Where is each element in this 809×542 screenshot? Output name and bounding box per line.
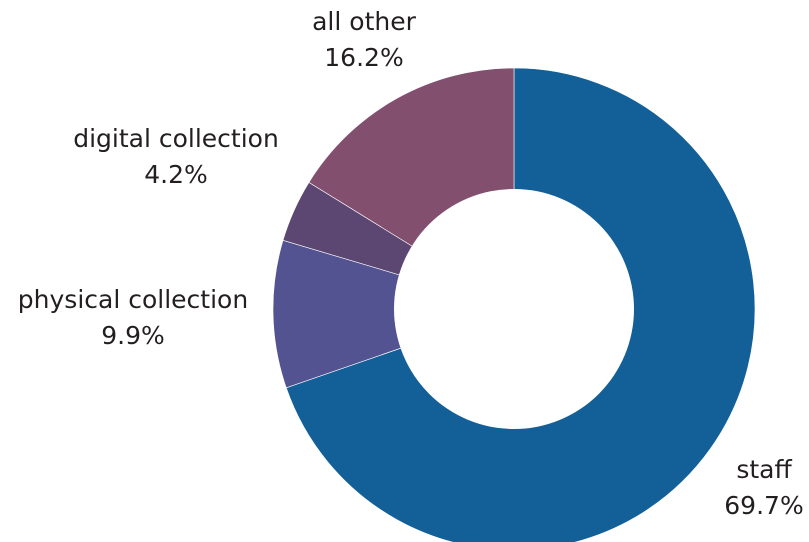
slice-category-label: all other [312,7,416,36]
slice-label-all-other: all other 16.2% [312,7,416,72]
slice-value-label: 69.7% [724,491,803,520]
slice-label-digital-collection: digital collection 4.2% [73,124,279,189]
slice-category-label: digital collection [73,124,279,153]
slice-value-label: 16.2% [324,43,403,72]
slice-value-label: 4.2% [144,160,208,189]
slice-label-physical-collection: physical collection 9.9% [18,285,248,350]
slice-category-label: staff [736,455,792,484]
slice-label-staff: staff 69.7% [724,455,803,520]
donut-hole [394,189,634,429]
slice-value-label: 9.9% [101,321,165,350]
slice-category-label: physical collection [18,285,248,314]
